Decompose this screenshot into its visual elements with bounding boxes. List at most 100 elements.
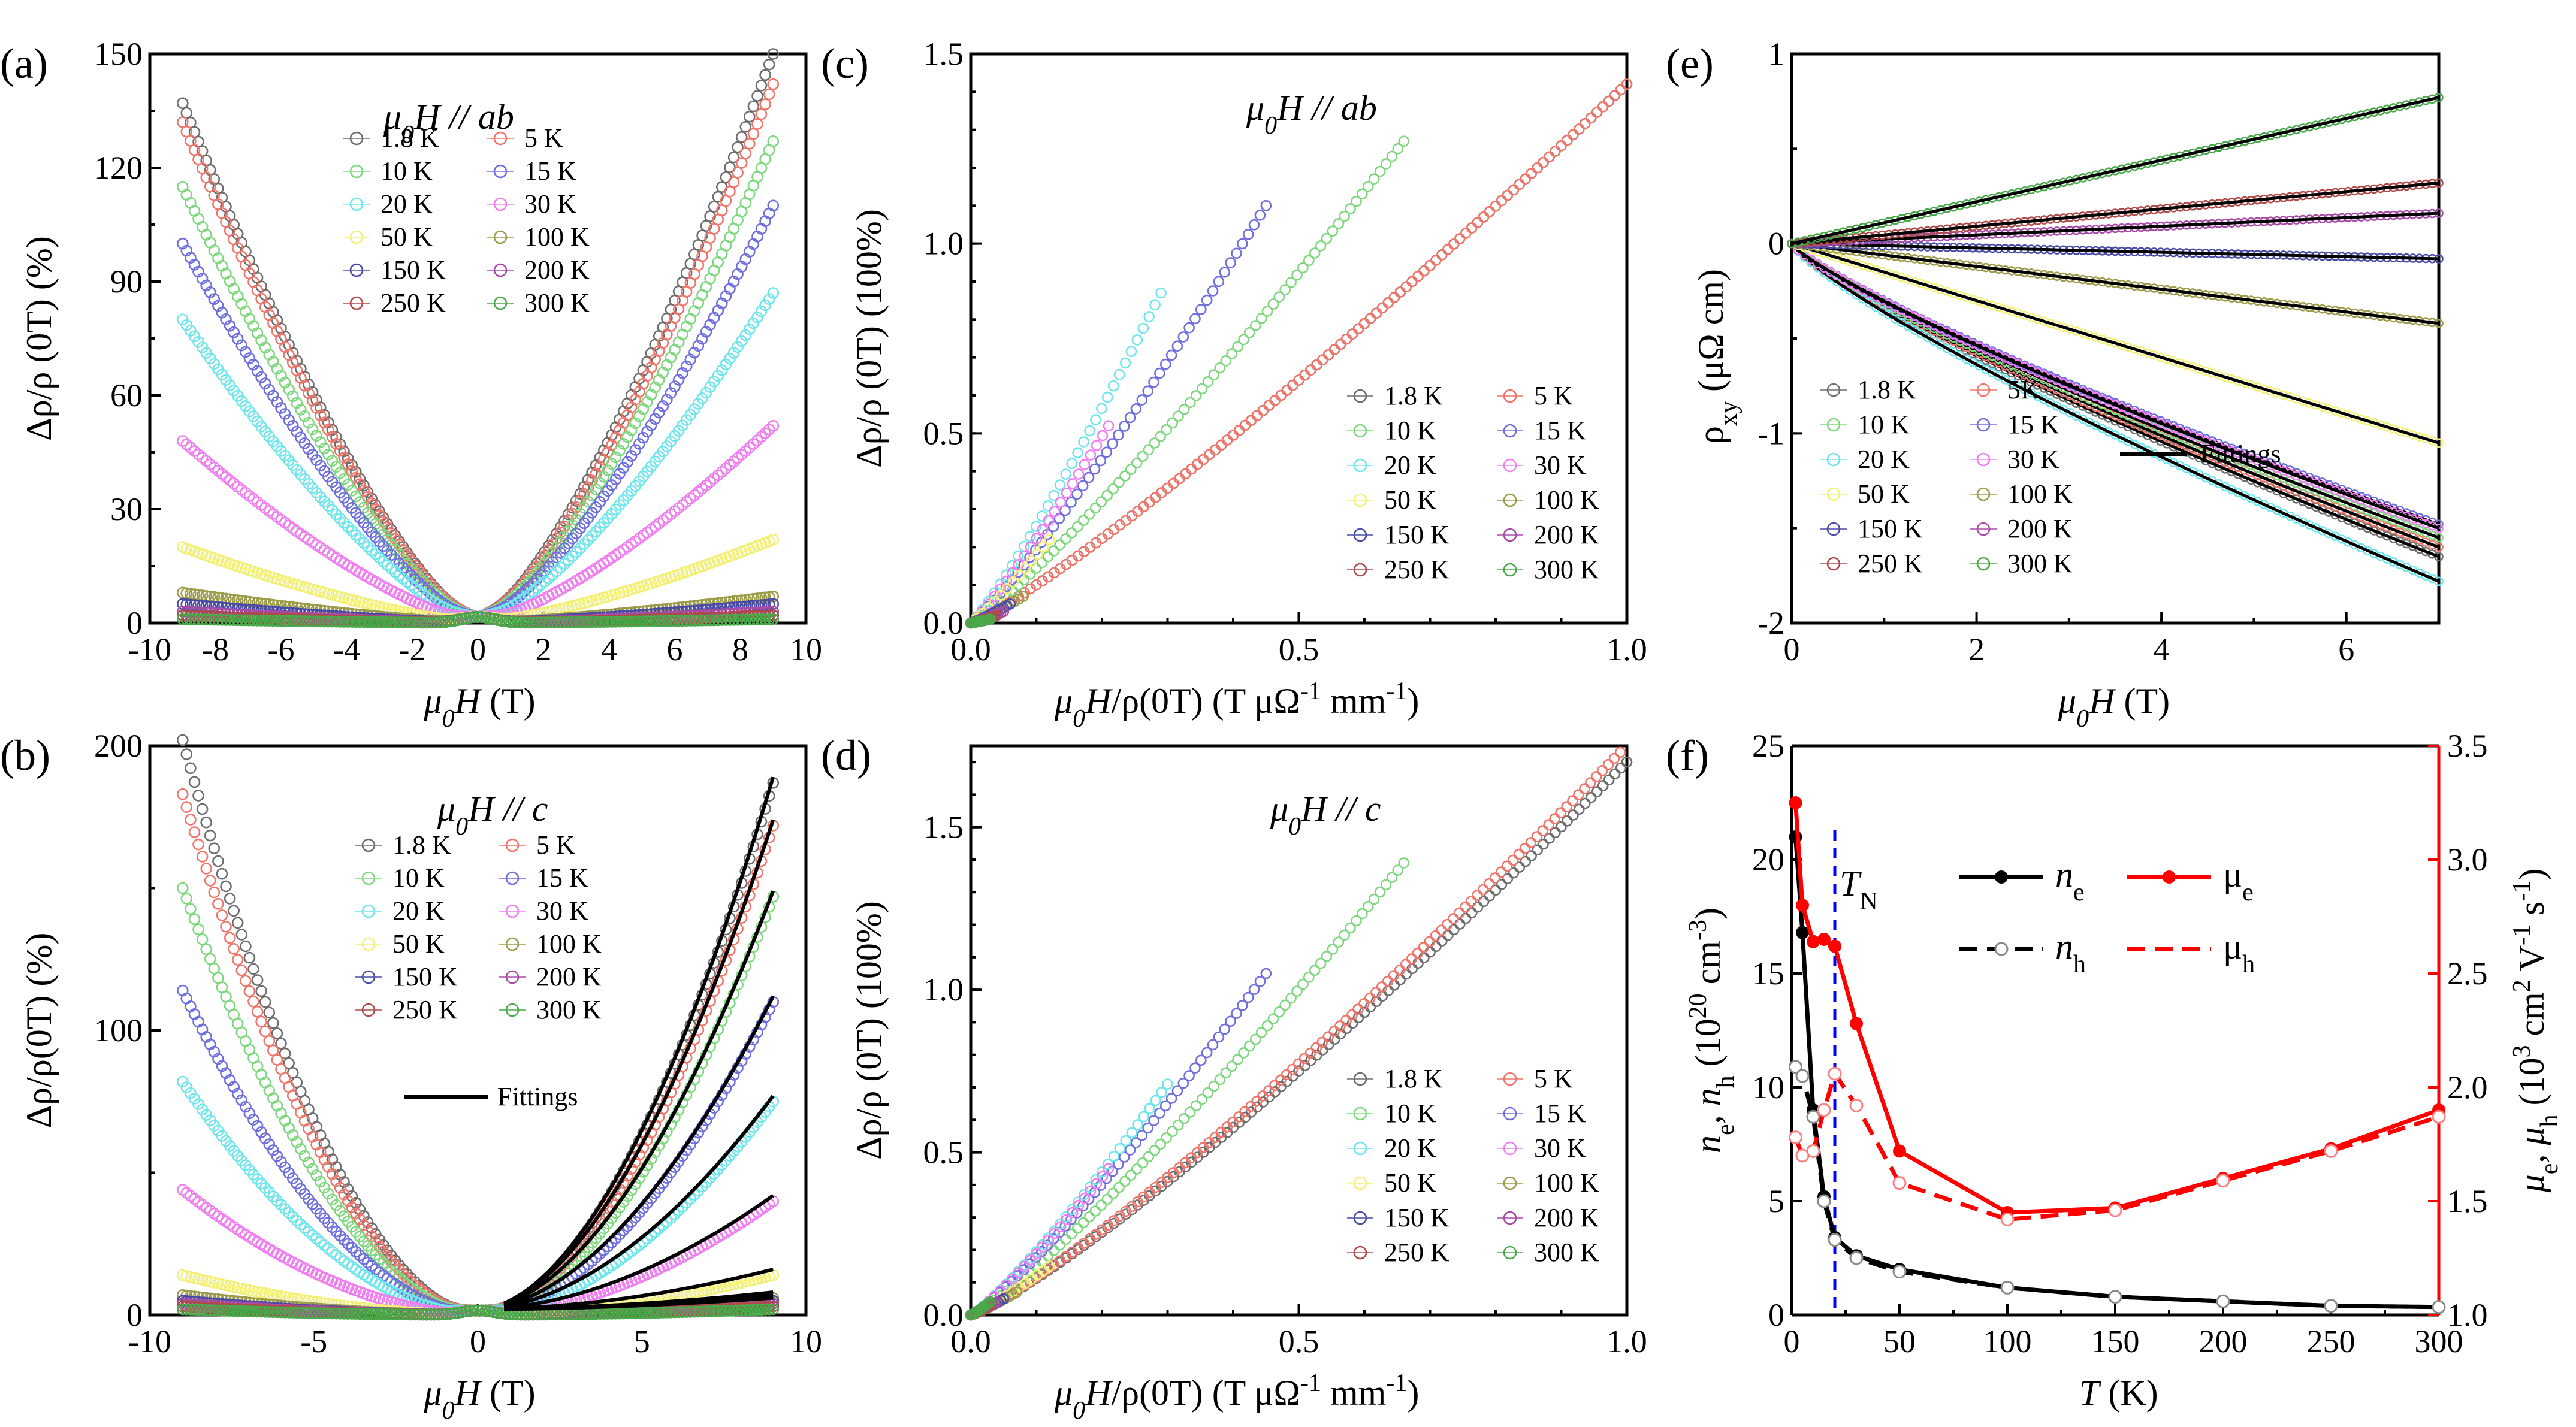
data-point [432,1308,445,1321]
data-point [271,1195,283,1207]
data-point [176,435,189,447]
data-point [251,1005,264,1018]
data-point [479,612,492,624]
data-point [751,311,763,324]
legend-entry: 5 K [536,830,575,860]
data-point [413,1308,425,1321]
x-tick-label: -10 [128,1323,171,1359]
data-point [534,616,547,629]
data-point [1334,338,1346,350]
data-point [1001,575,1013,587]
x-axis-title: μ0H (T) [424,681,536,733]
data-point [1430,941,1442,953]
data-point [303,615,315,627]
y-tick-label: 0 [126,1297,143,1333]
data-point [204,286,216,298]
data-point [645,1307,657,1319]
data-point [617,615,630,628]
data-point [1095,1199,1107,1211]
data-point [1077,1217,1089,1229]
data-point [661,615,673,627]
legend-entry: 250 K [1384,555,1449,584]
data-point [759,1304,771,1316]
data-point [397,1268,409,1280]
data-point [361,1256,374,1269]
data-point [566,501,579,514]
data-point [1103,420,1115,432]
x-tick-label: 8 [732,631,748,667]
data-point [1196,383,1208,395]
data-point [303,1156,315,1169]
data-point [1603,774,1615,786]
data-point [220,313,232,325]
data-point [421,616,433,629]
data-point [602,616,614,628]
data-point [1143,311,1155,322]
data-point [188,913,201,926]
data-point [1090,414,1101,425]
data-point [496,615,508,627]
data-point [291,615,303,627]
data-point [546,616,559,628]
data-point [539,616,551,628]
legend-entry: 10 K [392,863,445,893]
data-point [424,616,437,629]
legend-entry: 30 K [536,896,588,926]
data-point [716,465,728,478]
data-point [235,1094,248,1106]
data-point [216,1304,228,1317]
data-point [1532,162,1543,174]
data-point [1621,78,1633,90]
data-point [208,886,221,899]
data-point [1609,90,1621,101]
data-point [739,329,752,341]
data-point [708,473,720,485]
data-point [1615,84,1627,96]
data-point [385,616,397,628]
data-point [1574,803,1585,815]
data-point [1263,1085,1275,1096]
data-point [361,1308,374,1320]
x-tick-label: 0.5 [1279,631,1319,667]
legend-entry: 200 K [1534,1203,1599,1232]
data-point [1562,815,1573,827]
data-point [243,1305,256,1317]
data-point [629,615,642,628]
data-point [617,462,630,474]
data-point [570,495,582,507]
x-tick-label: 0 [1784,631,1800,667]
data-point [582,495,594,508]
data-point [570,501,582,513]
data-point [747,613,760,625]
panel-label: (d) [821,731,871,779]
data-point [212,855,224,867]
data-point [767,48,780,60]
data-point [1537,825,1549,836]
data-point [1472,890,1483,901]
data-point [366,616,378,628]
data-point [306,615,319,627]
data-point [409,1308,421,1321]
data-point [696,229,708,241]
data-point [554,561,567,574]
data-point [759,613,771,625]
data-point [641,1307,653,1319]
data-point [192,923,204,935]
data-point [291,425,303,438]
data-point [1292,1058,1304,1070]
y-tick-label: 1.5 [923,36,964,72]
data-point [338,516,350,529]
data-point [625,615,638,628]
data-point [1036,557,1048,569]
data-point [621,431,633,443]
data-point [275,1306,287,1319]
y-axis-title: Δρ/ρ (0T) (100%) [849,901,889,1160]
y-tick-label: 0.0 [923,605,964,641]
data-point [1281,385,1292,396]
data-point [1573,789,1584,800]
data-point [1042,500,1054,512]
data-point [562,554,575,566]
data-point [732,452,744,464]
data-point [200,613,213,626]
data-point [712,614,724,627]
